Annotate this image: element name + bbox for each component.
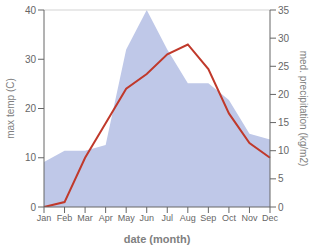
svg-text:Oct: Oct	[222, 213, 237, 223]
svg-text:max temp (C): max temp (C)	[8, 78, 16, 139]
svg-text:0: 0	[278, 202, 284, 213]
svg-text:10: 10	[25, 152, 37, 163]
svg-text:Feb: Feb	[57, 213, 73, 223]
svg-text:med. precipitation (kg/m2): med. precipitation (kg/m2)	[298, 51, 309, 167]
svg-text:Sep: Sep	[200, 213, 216, 223]
svg-text:date (month): date (month)	[124, 233, 191, 245]
svg-text:5: 5	[278, 173, 284, 184]
svg-text:40: 40	[25, 5, 37, 16]
svg-text:35: 35	[278, 5, 290, 16]
svg-text:15: 15	[278, 117, 290, 128]
svg-text:Aug: Aug	[180, 213, 196, 223]
svg-text:May: May	[118, 213, 136, 223]
svg-text:0: 0	[30, 202, 36, 213]
svg-text:Mar: Mar	[77, 213, 93, 223]
svg-text:30: 30	[278, 33, 290, 44]
svg-text:Apr: Apr	[99, 213, 113, 223]
svg-text:10: 10	[278, 145, 290, 156]
svg-text:Dec: Dec	[262, 213, 279, 223]
svg-text:30: 30	[25, 54, 37, 65]
svg-text:20: 20	[25, 103, 37, 114]
svg-text:Jun: Jun	[139, 213, 154, 223]
svg-text:25: 25	[278, 61, 290, 72]
svg-text:Jan: Jan	[37, 213, 52, 223]
svg-text:Nov: Nov	[241, 213, 258, 223]
svg-text:Jul: Jul	[162, 213, 174, 223]
svg-text:20: 20	[278, 89, 290, 100]
